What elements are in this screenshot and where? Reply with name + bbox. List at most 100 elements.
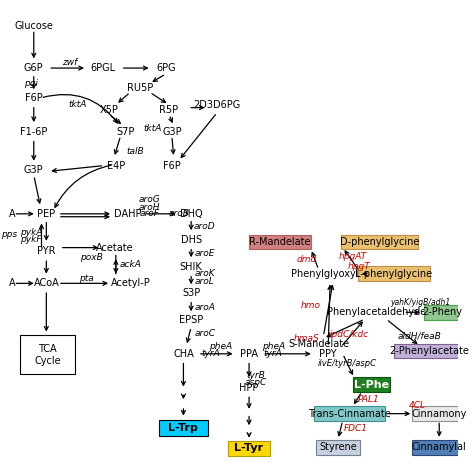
Text: ilvE/tyrB/aspC: ilvE/tyrB/aspC	[318, 359, 377, 368]
Text: Trans-Cinnamate: Trans-Cinnamate	[308, 409, 391, 419]
FancyBboxPatch shape	[394, 344, 465, 358]
Text: G6P: G6P	[24, 63, 44, 73]
Text: SHIK: SHIK	[180, 262, 202, 272]
Text: aroD: aroD	[194, 222, 216, 231]
Text: A: A	[9, 209, 15, 219]
Text: A: A	[9, 278, 15, 288]
FancyBboxPatch shape	[159, 420, 208, 436]
Text: pheA: pheA	[262, 342, 285, 351]
Text: zwf: zwf	[62, 58, 77, 67]
Text: tktA: tktA	[143, 124, 162, 133]
Text: DHS: DHS	[181, 235, 202, 245]
Text: EPSP: EPSP	[179, 315, 203, 325]
Text: pta: pta	[80, 274, 94, 283]
Text: tktA: tktA	[68, 100, 86, 109]
FancyBboxPatch shape	[341, 235, 418, 249]
Text: FDC1: FDC1	[343, 424, 367, 433]
Text: tyrB: tyrB	[246, 371, 265, 380]
Text: F1-6P: F1-6P	[20, 127, 47, 137]
Text: Phenylacetaldehyde: Phenylacetaldehyde	[327, 307, 426, 317]
Text: HPP: HPP	[239, 383, 259, 392]
Text: PPY: PPY	[319, 349, 337, 359]
Text: ACoA: ACoA	[34, 278, 59, 288]
Text: X5P: X5P	[100, 105, 118, 115]
Text: aroL: aroL	[195, 277, 215, 286]
Text: E4P: E4P	[107, 161, 125, 171]
Text: RU5P: RU5P	[127, 83, 153, 93]
Text: R5P: R5P	[159, 105, 179, 115]
Text: PPA: PPA	[240, 349, 258, 359]
Text: 6PGL: 6PGL	[91, 63, 116, 73]
Text: 4CL: 4CL	[409, 401, 426, 410]
Text: pykF: pykF	[20, 236, 42, 245]
Text: aroE: aroE	[194, 249, 215, 258]
FancyBboxPatch shape	[353, 377, 390, 392]
Text: Glucose: Glucose	[14, 20, 53, 31]
Text: aroA: aroA	[194, 303, 215, 312]
Text: Styrene: Styrene	[319, 442, 357, 453]
Text: aroH: aroH	[139, 202, 160, 211]
Text: S3P: S3P	[182, 288, 200, 298]
FancyBboxPatch shape	[424, 305, 460, 319]
FancyBboxPatch shape	[228, 441, 270, 456]
Text: 2-Phenylacetate: 2-Phenylacetate	[390, 346, 470, 356]
Text: Phenylglyoxylate: Phenylglyoxylate	[292, 269, 375, 279]
Text: F6P: F6P	[163, 161, 181, 171]
Text: aroF: aroF	[140, 210, 160, 219]
FancyBboxPatch shape	[249, 235, 311, 249]
Text: pgi: pgi	[24, 79, 38, 88]
FancyBboxPatch shape	[314, 406, 385, 421]
Text: aspC: aspC	[245, 378, 267, 387]
Text: L-Trp: L-Trp	[168, 423, 198, 433]
Text: D-phenylglycine: D-phenylglycine	[340, 237, 419, 247]
Text: hmaS: hmaS	[294, 334, 320, 343]
Text: PEP: PEP	[37, 209, 55, 219]
Text: ackA: ackA	[119, 261, 141, 270]
Text: L-phenylglycine: L-phenylglycine	[356, 269, 432, 279]
Text: G3P: G3P	[162, 127, 182, 137]
Text: dmd: dmd	[297, 255, 317, 264]
Text: tyrA: tyrA	[201, 349, 220, 358]
Text: Cinnamony: Cinnamony	[411, 409, 467, 419]
FancyBboxPatch shape	[412, 406, 466, 421]
Text: aroG: aroG	[139, 195, 161, 204]
FancyBboxPatch shape	[412, 440, 466, 455]
Text: hpgAT: hpgAT	[338, 252, 366, 261]
Text: CHA: CHA	[173, 349, 194, 359]
Text: aldH/feaB: aldH/feaB	[398, 332, 442, 341]
FancyBboxPatch shape	[20, 336, 75, 374]
Text: hpgT: hpgT	[348, 263, 371, 272]
Text: pheA: pheA	[209, 342, 232, 351]
Text: tyrA: tyrA	[264, 349, 283, 358]
Text: TCA
Cycle: TCA Cycle	[35, 344, 61, 365]
Text: Cinnamylal: Cinnamylal	[412, 442, 466, 453]
Text: 6PG: 6PG	[156, 63, 176, 73]
Text: pps: pps	[1, 229, 18, 238]
Text: S7P: S7P	[116, 127, 135, 137]
Text: DHQ: DHQ	[180, 209, 202, 219]
Text: R-Mandelate: R-Mandelate	[249, 237, 310, 247]
Text: PYR: PYR	[37, 246, 55, 256]
Text: G3P: G3P	[24, 165, 44, 175]
Text: 2-Pheny: 2-Pheny	[422, 307, 462, 317]
Text: hmo: hmo	[301, 301, 321, 310]
Text: PAL1: PAL1	[358, 395, 380, 404]
Text: L-Tyr: L-Tyr	[235, 443, 264, 454]
Text: L-Phe: L-Phe	[354, 380, 389, 390]
Text: Acetyl-P: Acetyl-P	[110, 278, 150, 288]
Text: pykA: pykA	[19, 228, 42, 237]
Text: yahK/yigB/adh1: yahK/yigB/adh1	[390, 298, 450, 307]
Text: poxB: poxB	[80, 253, 103, 262]
Text: F6P: F6P	[25, 93, 43, 103]
Text: aroB: aroB	[168, 210, 189, 219]
Text: talB: talB	[127, 146, 144, 155]
Text: ipdC/kdc: ipdC/kdc	[330, 330, 369, 339]
FancyBboxPatch shape	[316, 440, 360, 455]
Text: Acetate: Acetate	[96, 243, 134, 253]
Text: aroC: aroC	[194, 329, 215, 338]
Text: aroK: aroK	[194, 269, 215, 278]
Text: DAHP: DAHP	[114, 209, 141, 219]
FancyBboxPatch shape	[358, 266, 429, 281]
Text: 2D3D6PG: 2D3D6PG	[193, 100, 241, 110]
Text: S-Mandelate: S-Mandelate	[288, 339, 349, 349]
